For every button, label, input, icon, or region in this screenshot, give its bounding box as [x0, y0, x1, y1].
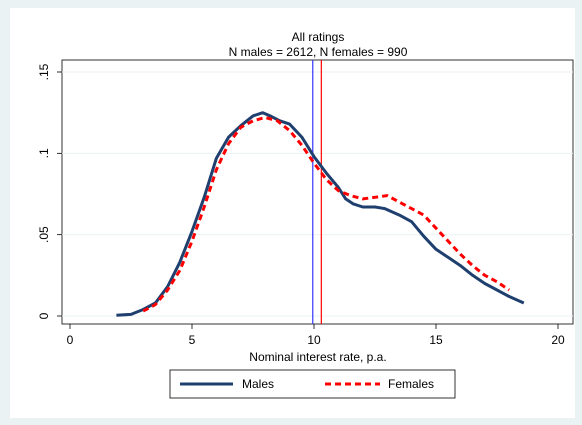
x-tick-label-1: 5: [189, 333, 196, 347]
grid-lines: [62, 71, 573, 317]
series-line-males: [116, 111, 525, 317]
chart-subtitle: N males = 2612, N females = 990: [229, 45, 408, 59]
y-tick-label-0: 0: [37, 312, 51, 319]
x-axis-label: Nominal interest rate, p.a.: [249, 350, 386, 364]
y-tick-label-1: .05: [37, 226, 51, 243]
y-axis-ticks: 0 .05 .1 .15: [37, 63, 62, 319]
legend: Males Females: [169, 369, 456, 399]
chart-title: All ratings: [292, 30, 345, 44]
series-line-females: [142, 116, 511, 313]
series-lines: [116, 111, 525, 317]
reference-lines: [312, 60, 322, 324]
x-tick-label-2: 10: [307, 333, 321, 347]
legend-label-males: Males: [242, 377, 274, 391]
x-tick-label-0: 0: [67, 333, 74, 347]
x-tick-label-3: 15: [429, 333, 443, 347]
y-tick-label-3: .15: [37, 63, 51, 80]
y-tick-label-2: .1: [37, 148, 51, 158]
plot-area: [61, 59, 574, 325]
x-axis-ticks: 0 5 10 15 20: [67, 324, 565, 347]
x-tick-label-4: 20: [551, 333, 565, 347]
legend-label-females: Females: [388, 377, 434, 391]
